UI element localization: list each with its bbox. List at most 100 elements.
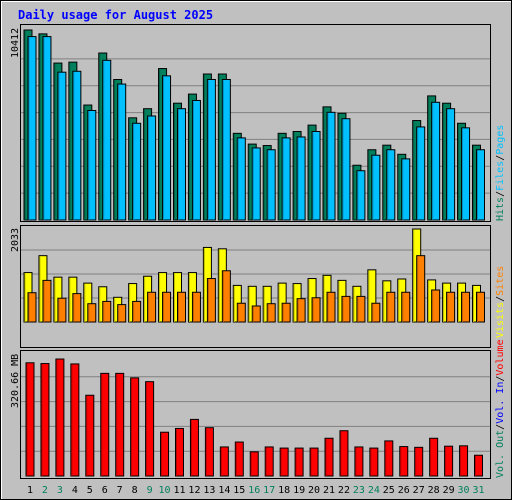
bar-volume	[474, 454, 483, 477]
bar-sites	[386, 291, 396, 323]
bar-sites	[461, 291, 471, 323]
bar-files	[476, 149, 485, 221]
legend-sep-4: /	[495, 424, 506, 430]
x-tick-label: 27	[413, 485, 425, 496]
bar-sites	[177, 291, 186, 323]
panel-bottom: 320.66 MB Vol. Out/Vol. In/Volume	[10, 339, 506, 479]
bar-files	[236, 137, 246, 221]
bar-files	[177, 108, 186, 221]
x-tick-label: 5	[87, 485, 93, 496]
panel-bottom-grid	[21, 376, 490, 452]
x-tick-label: 28	[428, 485, 440, 496]
x-tick-label: 26	[398, 485, 410, 496]
bar-files	[191, 99, 201, 221]
legend-visits: Visits	[495, 302, 506, 338]
bar-sites	[266, 303, 276, 323]
panel-top: 10412 Hits/Files/Pages	[10, 24, 506, 222]
bar-sites	[371, 302, 381, 323]
bar-sites	[311, 297, 321, 323]
bar-sites	[341, 295, 351, 323]
x-tick-label: 6	[102, 485, 108, 496]
legend-sep-3: /	[495, 296, 506, 302]
x-tick-label: 16	[248, 485, 260, 496]
bar-volume	[70, 363, 80, 477]
bar-files	[251, 147, 261, 221]
bar-volume	[249, 451, 259, 477]
x-tick-label: 24	[368, 485, 380, 496]
bar-files	[281, 137, 291, 221]
y-max-label-middle: 2033	[10, 228, 21, 252]
bar-files	[326, 111, 336, 221]
bar-volume	[130, 377, 140, 477]
bar-files	[416, 126, 426, 221]
legend-sites: Sites	[495, 266, 506, 296]
bar-volume	[294, 447, 304, 477]
bar-files	[57, 71, 67, 221]
panel-middle: 2033 Visits/Sites	[10, 225, 506, 348]
legend-bottom: Vol. Out/Vol. In/Volume	[495, 339, 506, 478]
x-tick-label: 19	[293, 485, 305, 496]
y-max-label-bottom: 320.66 MB	[10, 354, 21, 408]
x-tick-label: 4	[72, 485, 78, 496]
legend-hits: Hits	[495, 197, 506, 221]
bar-sites	[57, 297, 67, 323]
bar-volume	[384, 440, 394, 477]
bar-files	[42, 36, 52, 221]
chart-title: Daily usage for August 2025	[18, 8, 213, 22]
bar-files	[162, 75, 172, 221]
bar-files	[132, 122, 142, 221]
legend-middle: Visits/Sites	[495, 266, 506, 338]
bar-sites	[236, 302, 246, 323]
bar-volume	[219, 446, 229, 477]
x-tick-label: 25	[383, 485, 395, 496]
legend-top: Hits/Files/Pages	[495, 125, 506, 221]
bar-sites	[162, 291, 172, 323]
x-tick-label: 22	[338, 485, 350, 496]
bar-volume	[339, 430, 349, 477]
bar-files	[401, 158, 411, 221]
bar-sites	[416, 255, 426, 323]
x-tick-label: 3	[57, 485, 63, 496]
x-tick-label: 2	[42, 485, 48, 496]
bar-volume	[234, 441, 244, 477]
bar-volume	[55, 358, 65, 477]
x-tick-label: 9	[147, 485, 153, 496]
bar-sites	[446, 291, 456, 323]
bar-sites	[102, 300, 112, 323]
x-tick-label: 10	[159, 485, 171, 496]
x-tick-label: 7	[117, 485, 123, 496]
y-max-label-top: 10412	[10, 28, 21, 58]
bar-files	[206, 78, 216, 221]
bar-files	[147, 115, 157, 221]
legend-sep-5: /	[495, 376, 506, 382]
bar-sites	[27, 292, 37, 323]
x-tick-label: 14	[218, 485, 230, 496]
bar-volume	[85, 394, 95, 477]
x-axis-labels: 1 2 3 4 5 6 7 8 9 10 11 12 13 14 15 16 17 18 19 20 21 22 23 24 2…	[27, 485, 485, 496]
bar-volume	[175, 427, 184, 477]
bar-files	[446, 108, 456, 221]
bar-files	[311, 130, 321, 221]
x-tick-label: 11	[173, 485, 185, 496]
bar-volume	[354, 446, 364, 477]
legend-files: Files	[495, 161, 506, 191]
bar-sites	[221, 270, 231, 323]
bar-volume	[160, 431, 170, 477]
bar-volume	[115, 372, 125, 477]
bar-volume	[444, 445, 454, 477]
x-tick-label: 20	[308, 485, 320, 496]
bar-volume	[324, 437, 334, 477]
bar-volume	[459, 445, 469, 477]
x-tick-label: 18	[278, 485, 290, 496]
legend-volume: Volume	[495, 339, 506, 375]
x-tick-label: 17	[263, 485, 275, 496]
bar-sites	[251, 305, 261, 323]
x-tick-label: 15	[233, 485, 245, 496]
bar-volume	[414, 446, 424, 477]
x-tick-label: 1	[27, 485, 33, 496]
bar-volume	[204, 427, 214, 477]
bar-files	[117, 83, 127, 221]
bar-sites	[281, 302, 291, 323]
bar-volume	[399, 446, 409, 477]
bar-files	[371, 154, 381, 221]
